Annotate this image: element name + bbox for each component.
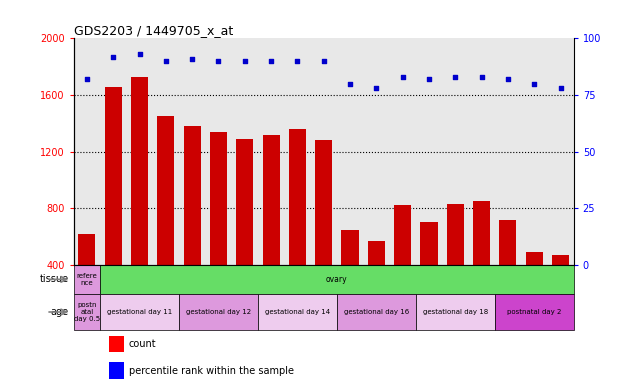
Bar [157, 116, 174, 322]
Bar [394, 205, 412, 322]
Text: gestational day 14: gestational day 14 [265, 309, 330, 315]
Bar [78, 234, 96, 322]
Bar [109, 362, 124, 379]
Bar [131, 77, 148, 322]
Point [187, 56, 197, 62]
Text: refere
nce: refere nce [76, 273, 97, 286]
Text: postnatal day 2: postnatal day 2 [507, 309, 562, 315]
Point [476, 74, 487, 80]
Text: GDS2203 / 1449705_x_at: GDS2203 / 1449705_x_at [74, 24, 233, 37]
Bar [183, 126, 201, 322]
Bar [368, 241, 385, 322]
Bar [210, 132, 227, 322]
Point [345, 81, 355, 87]
Bar [342, 230, 358, 322]
Bar [258, 294, 337, 330]
Bar [109, 336, 124, 352]
Bar [420, 222, 438, 322]
Point [529, 81, 539, 87]
Bar [100, 294, 179, 330]
Point [555, 85, 565, 91]
Bar [337, 294, 416, 330]
Bar [315, 140, 332, 322]
Point [135, 51, 145, 57]
Bar [74, 265, 100, 294]
Point [503, 76, 513, 82]
Bar [179, 294, 258, 330]
Point [240, 58, 250, 64]
Text: age: age [51, 307, 69, 317]
Text: postn
atal
day 0.5: postn atal day 0.5 [74, 302, 100, 322]
Point [450, 74, 460, 80]
Text: gestational day 16: gestational day 16 [344, 309, 409, 315]
Text: gestational day 18: gestational day 18 [422, 309, 488, 315]
Bar [495, 294, 574, 330]
Bar [104, 86, 122, 322]
Point [82, 76, 92, 82]
Point [397, 74, 408, 80]
Bar [289, 129, 306, 322]
Text: percentile rank within the sample: percentile rank within the sample [129, 366, 294, 376]
Point [319, 58, 329, 64]
Bar [526, 252, 543, 322]
Point [371, 85, 381, 91]
Bar [416, 294, 495, 330]
Text: tissue: tissue [40, 274, 69, 285]
Bar [447, 204, 464, 322]
Bar [236, 139, 253, 322]
Bar [552, 255, 569, 322]
Text: count: count [129, 339, 156, 349]
Bar [473, 201, 490, 322]
Point [161, 58, 171, 64]
Point [108, 53, 119, 60]
Bar [74, 294, 100, 330]
Text: gestational day 11: gestational day 11 [107, 309, 172, 315]
Bar [499, 220, 517, 322]
Text: gestational day 12: gestational day 12 [186, 309, 251, 315]
Bar [263, 135, 279, 322]
Text: ovary: ovary [326, 275, 347, 284]
Point [424, 76, 434, 82]
Point [266, 58, 276, 64]
Point [213, 58, 224, 64]
Point [292, 58, 303, 64]
